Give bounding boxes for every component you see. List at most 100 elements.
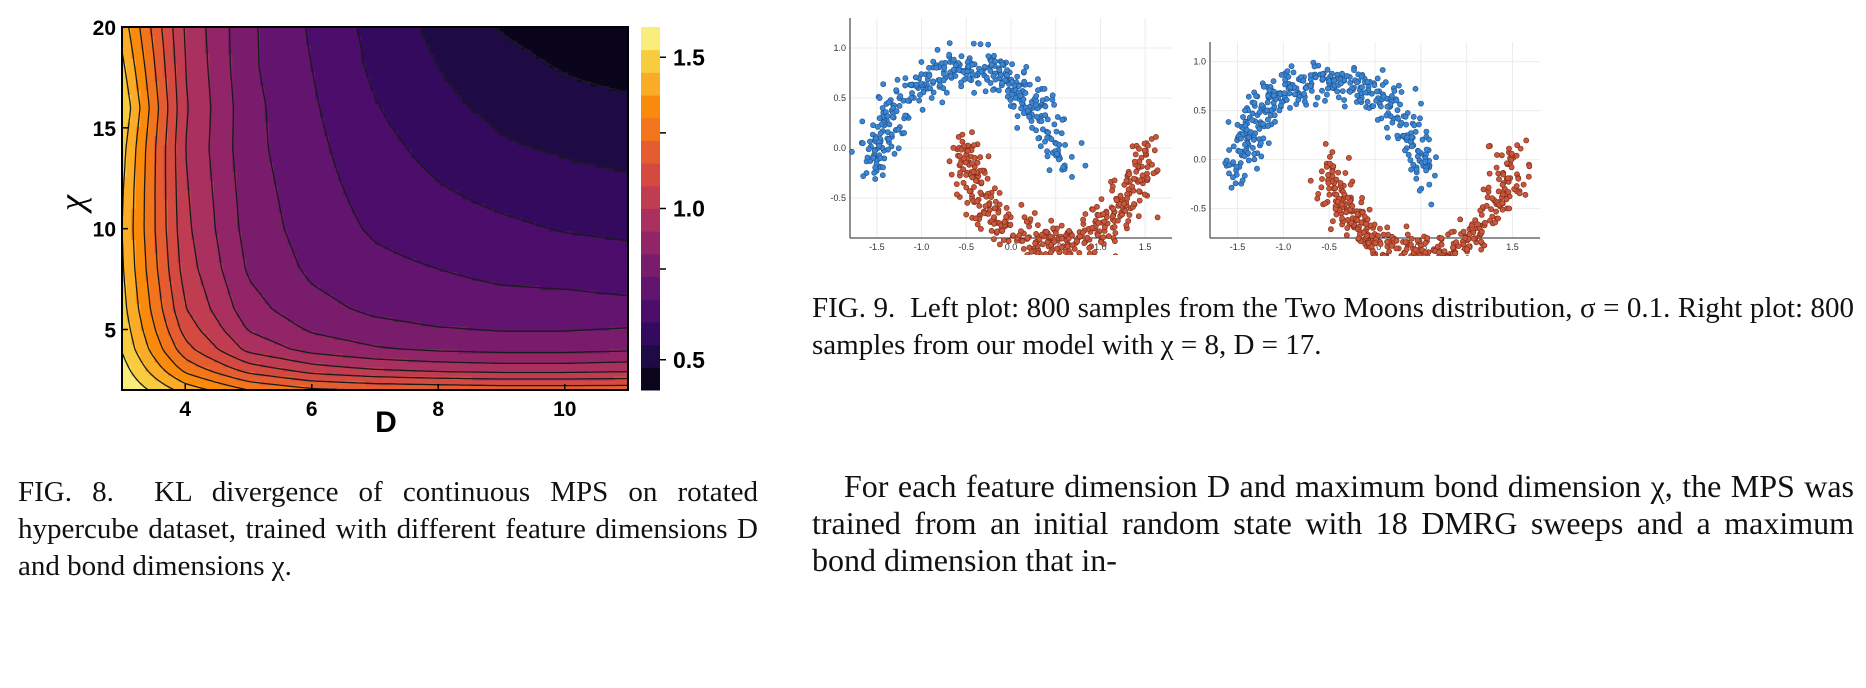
heatmap-cell	[462, 158, 468, 164]
heatmap-cell	[388, 27, 394, 33]
heatmap-cell	[618, 213, 624, 219]
heatmap-cell	[379, 135, 385, 142]
heatmap-cell	[181, 49, 187, 55]
heatmap-cell	[517, 158, 523, 164]
heatmap-cell	[241, 85, 247, 92]
heatmap-cell	[467, 154, 473, 160]
heatmap-cell	[310, 27, 316, 33]
heatmap-cell	[480, 81, 486, 87]
heatmap-cell	[214, 40, 220, 46]
heatmap-cell	[145, 76, 151, 83]
heatmap-cell	[393, 45, 399, 51]
heatmap-cell	[315, 194, 321, 201]
heatmap-cell	[416, 172, 422, 178]
heatmap-cell	[218, 222, 224, 228]
heatmap-cell	[158, 131, 164, 137]
heatmap-cell	[306, 36, 312, 42]
heatmap-cell	[416, 194, 422, 201]
heatmap-cell	[416, 63, 422, 69]
heatmap-cell	[310, 81, 316, 87]
heatmap-cell	[352, 36, 358, 42]
heatmap-cell	[508, 54, 514, 60]
heatmap-cell	[434, 181, 440, 187]
heatmap-cell	[448, 194, 454, 201]
heatmap-cell	[154, 113, 160, 119]
heatmap-cell	[582, 67, 588, 73]
heatmap-cell	[149, 194, 155, 201]
heatmap-cell	[154, 172, 160, 178]
heatmap-cell	[563, 167, 569, 173]
heatmap-cell	[352, 222, 358, 228]
heatmap-cell	[250, 45, 256, 51]
heatmap-cell	[292, 49, 298, 55]
heatmap-cell	[582, 222, 588, 228]
heatmap-cell	[283, 135, 289, 142]
heatmap-cell	[255, 122, 261, 128]
heatmap-cell	[490, 40, 496, 46]
heatmap-cell	[425, 81, 431, 87]
heatmap-cell	[306, 54, 312, 60]
heatmap-cell	[232, 231, 238, 237]
heatmap-cell	[554, 113, 560, 119]
heatmap-cell	[255, 185, 261, 191]
heatmap-cell	[329, 54, 335, 60]
heatmap-cell	[444, 95, 450, 101]
heatmap-cell	[453, 63, 459, 69]
heatmap-cell	[471, 181, 477, 187]
heatmap-cell	[260, 31, 266, 37]
heatmap-cell	[149, 226, 155, 232]
heatmap-cell	[503, 176, 509, 182]
heatmap-cell	[158, 140, 164, 146]
heatmap-cell	[214, 181, 220, 187]
heatmap-cell	[503, 95, 509, 101]
heatmap-cell	[232, 81, 238, 87]
heatmap-cell	[329, 135, 335, 142]
heatmap-cell	[283, 158, 289, 164]
heatmap-cell	[191, 203, 197, 210]
heatmap-cell	[480, 172, 486, 178]
heatmap-cell	[370, 31, 376, 37]
heatmap-cell	[522, 140, 528, 146]
heatmap-cell	[287, 54, 293, 60]
heatmap-cell	[333, 190, 339, 196]
heatmap-cell	[600, 135, 606, 142]
heatmap-cell	[315, 163, 321, 169]
heatmap-cell	[531, 135, 537, 142]
heatmap-cell	[319, 54, 325, 60]
heatmap-cell	[365, 54, 371, 60]
heatmap-cell	[375, 72, 381, 78]
heatmap-cell	[269, 194, 275, 201]
heatmap-cell	[421, 217, 427, 223]
heatmap-cell	[324, 72, 330, 78]
heatmap-cell	[618, 104, 624, 110]
heatmap-cell	[375, 126, 381, 132]
heatmap-cell	[158, 172, 164, 178]
heatmap-cell	[457, 163, 463, 169]
heatmap-cell	[223, 190, 229, 196]
heatmap-cell	[586, 113, 592, 119]
heatmap-cell	[126, 49, 132, 55]
heatmap-cell	[618, 72, 624, 78]
heatmap-cell	[595, 45, 601, 51]
heatmap-cell	[260, 231, 266, 237]
heatmap-cell	[241, 208, 247, 214]
heatmap-cell	[618, 154, 624, 160]
heatmap-cell	[338, 226, 344, 232]
heatmap-cell	[315, 167, 321, 173]
heatmap-cell	[425, 113, 431, 119]
heatmap-cell	[582, 213, 588, 219]
heatmap-cell	[416, 217, 422, 223]
heatmap-cell	[310, 222, 316, 228]
heatmap-cell	[301, 190, 307, 196]
heatmap-cell	[218, 217, 224, 223]
heatmap-cell	[218, 76, 224, 83]
heatmap-cell	[338, 31, 344, 37]
heatmap-cell	[421, 36, 427, 42]
heatmap-cell	[126, 81, 132, 87]
heatmap-cell	[522, 176, 528, 182]
heatmap-cell	[568, 126, 574, 132]
heatmap-cell	[388, 185, 394, 191]
heatmap-cell	[315, 45, 321, 51]
heatmap-cell	[379, 140, 385, 146]
heatmap-cell	[586, 226, 592, 232]
